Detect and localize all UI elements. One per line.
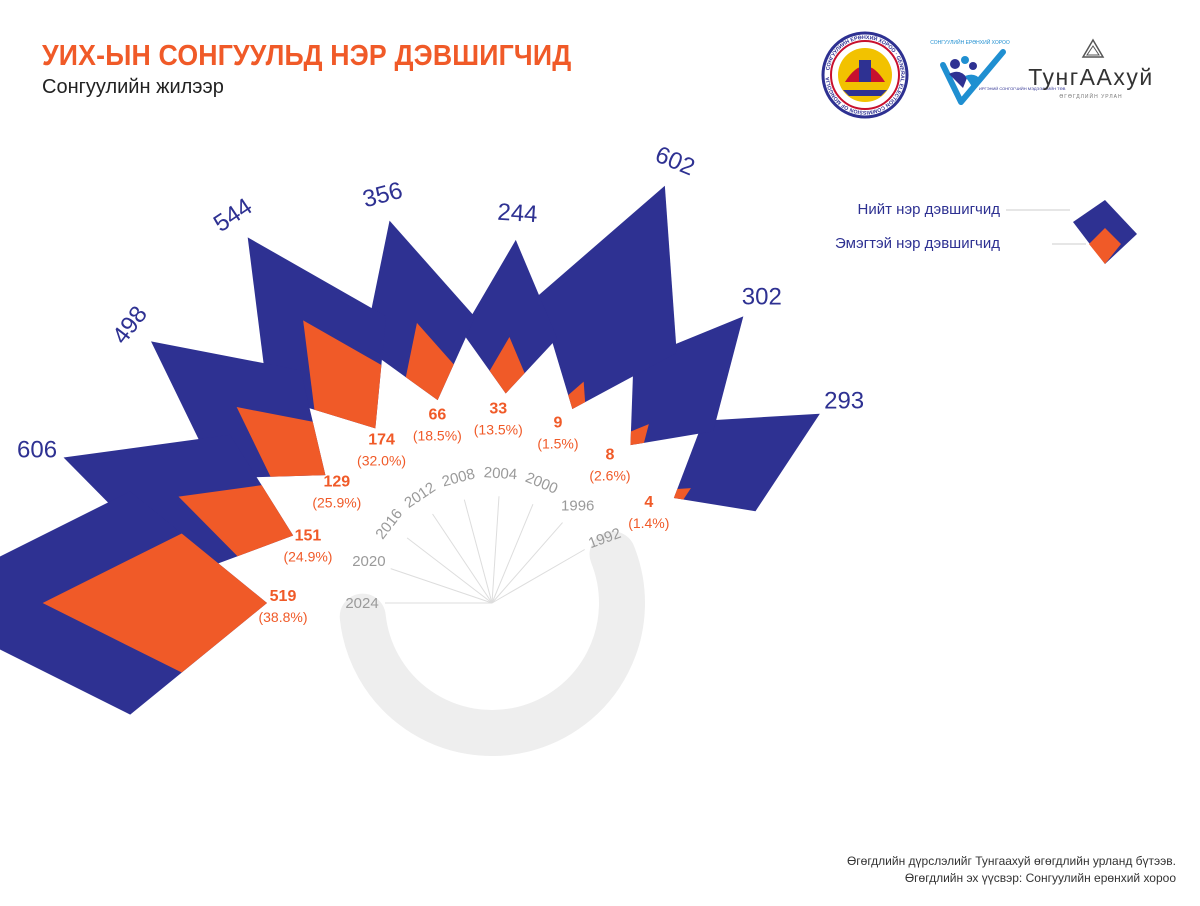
- spoke-2016: [406, 537, 493, 604]
- female-value-label-2020: 151: [295, 528, 322, 545]
- total-value-label-1992: 293: [824, 388, 864, 415]
- legend: Нийт нэр дэвшигчид Эмэгтэй нэр дэвшигчид: [835, 192, 1150, 272]
- total-diamond-2000: [538, 185, 677, 409]
- year-label-2020: 2020: [352, 553, 385, 570]
- total-diamond-2004: [461, 239, 558, 394]
- female-pct-label-2024: (38.8%): [258, 609, 307, 625]
- total-diamond-1996: [630, 316, 744, 446]
- total-value-label-2008: 356: [360, 177, 406, 213]
- female-value-label-1992: 4: [644, 494, 653, 511]
- voter-logo-side-text: ИРГЭНИЙ СОНГОГЧИЙН МЭДЭЭЛЛИЙН ТӨВ: [979, 86, 1066, 91]
- female-value-label-2012: 174: [368, 432, 395, 449]
- year-label-1996: 1996: [561, 497, 594, 514]
- page-subtitle: Сонгуулийн жилээр: [42, 76, 224, 98]
- female-value-label-2024: 519: [270, 588, 297, 605]
- legend-female-label: Эмэгтэй нэр дэвшигчид: [835, 235, 1000, 252]
- female-pct-label-1996: (2.6%): [589, 468, 630, 484]
- female-pct-label-2004: (13.5%): [474, 421, 523, 437]
- year-label-2008: 2008: [440, 465, 477, 490]
- female-diamond-1996: [630, 424, 649, 446]
- year-label-2012: 2012: [401, 479, 438, 512]
- female-pct-label-2020: (24.9%): [283, 549, 332, 565]
- total-value-label-2004: 244: [497, 199, 539, 229]
- voter-education-logo: СОНГУУЛИЙН ЕРӨНХИЙ ХОРОО ИРГЭНИЙ СОНГОГЧ…: [930, 38, 1066, 105]
- female-diamond-2000: [568, 381, 586, 409]
- spoke-2000: [491, 503, 534, 604]
- spoke-2020: [390, 568, 493, 604]
- female-value-label-2008: 66: [428, 406, 446, 423]
- female-pct-label-2000: (1.5%): [537, 435, 578, 451]
- female-value-label-2000: 9: [553, 414, 562, 431]
- total-diamond-2008: [363, 220, 476, 401]
- year-label-2024: 2024: [345, 595, 378, 612]
- female-pct-label-1992: (1.4%): [628, 515, 669, 531]
- spoke-2008: [463, 499, 493, 604]
- female-pct-label-2008: (18.5%): [413, 427, 462, 443]
- spoke-2004: [491, 496, 500, 604]
- footnote: Өгөгдлийн дүрслэлийг Тунгаахуй өгөгдлийн…: [847, 853, 1176, 887]
- brand-name: ТунгААхуй: [1028, 64, 1153, 90]
- year-label-2000: 2000: [523, 469, 560, 497]
- spoke-2012: [432, 513, 493, 604]
- female-diamond-2012: [303, 320, 382, 429]
- tungaahui-brand-logo: ТунгААхуй ӨГӨГДЛИЙН УРЛАН: [1028, 38, 1153, 100]
- legend-total-label: Нийт нэр дэвшигчид: [857, 201, 1000, 218]
- spoke-1996: [491, 522, 563, 604]
- spoke-1992: [491, 549, 585, 604]
- female-value-label-2004: 33: [489, 400, 507, 417]
- year-label-2004: 2004: [483, 464, 517, 483]
- year-label-2016: 2016: [372, 506, 406, 543]
- total-value-label-2020: 606: [17, 437, 57, 464]
- legend-female-swatch: [1089, 228, 1121, 264]
- logos: СОНГУУЛИЙН ЕРӨНХИЙ ХОРОО · GENERAL ELECT…: [821, 31, 1153, 119]
- female-diamond-2024: [42, 533, 267, 673]
- female-diamond-2016: [236, 407, 326, 477]
- brand-tagline: ӨГӨГДЛИЙН УРЛАН: [1059, 92, 1122, 100]
- page-title: УИХ-ЫН СОНГУУЛЬД НЭР ДЭВШИГЧИД: [42, 40, 572, 72]
- total-value-label-1996: 302: [742, 283, 782, 310]
- voter-logo-top-text: СОНГУУЛИЙН ЕРӨНХИЙ ХОРОО: [930, 38, 1010, 46]
- female-pct-label-2012: (32.0%): [357, 453, 406, 469]
- female-pct-label-2016: (25.9%): [312, 495, 361, 511]
- female-diamond-2020: [178, 485, 294, 557]
- gec-seal-logo: СОНГУУЛИЙН ЕРӨНХИЙ ХОРОО · GENERAL ELECT…: [821, 31, 909, 119]
- female-diamond-1992: [673, 488, 691, 500]
- female-diamond-2004: [489, 336, 525, 394]
- footnote-line-2: Өгөгдлийн эх үүсвэр: Сонгуулийн ерөнхий …: [904, 871, 1176, 885]
- total-value-label-2000: 602: [651, 141, 698, 181]
- total-value-label-2012: 544: [209, 193, 257, 238]
- legend-swatches: [1006, 200, 1137, 264]
- total-diamond-1992: [673, 413, 820, 512]
- female-diamond-2008: [405, 322, 454, 401]
- footnote-line-1: Өгөгдлийн дүрслэлийг Тунгаахуй өгөгдлийн…: [846, 854, 1176, 868]
- female-value-label-2016: 129: [323, 474, 350, 491]
- total-value-label-2016: 498: [107, 301, 153, 349]
- female-value-label-1996: 8: [606, 447, 615, 464]
- year-arc-band: [339, 531, 645, 756]
